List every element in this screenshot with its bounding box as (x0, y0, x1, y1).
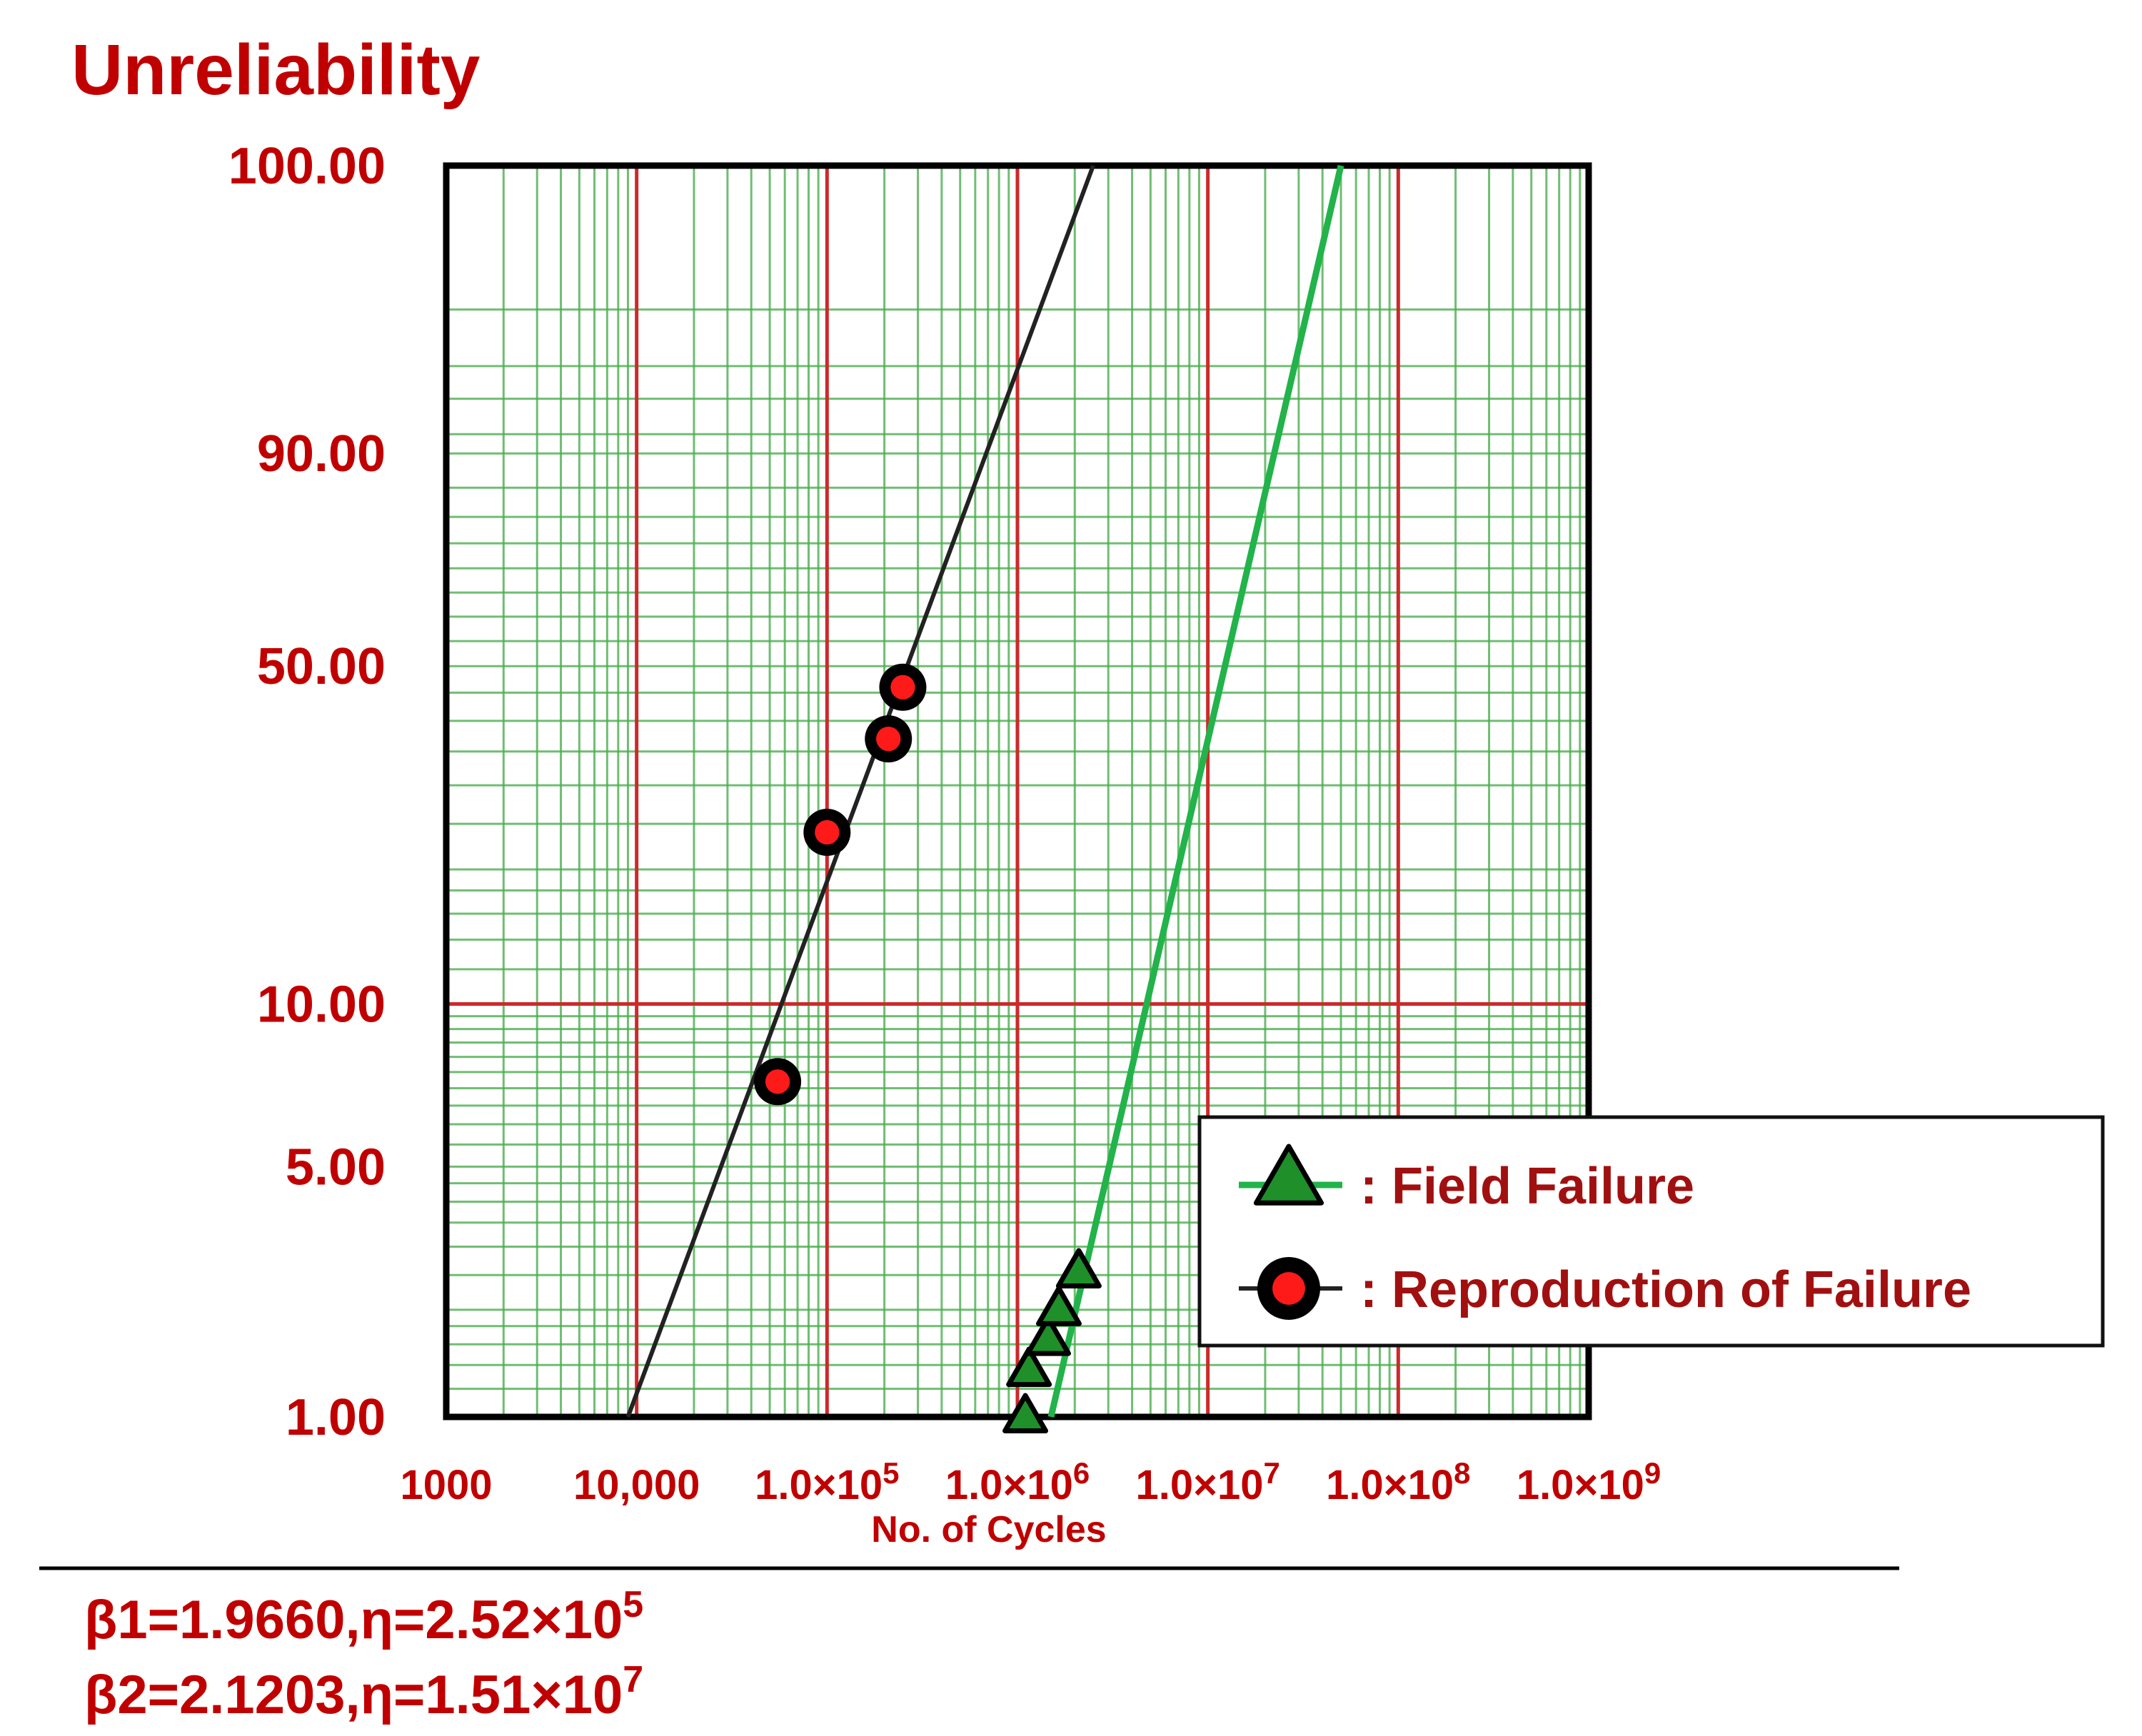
chart-title: Unreliability (71, 30, 481, 110)
fit-line-series-1 (625, 164, 1095, 1418)
fit-line-series-0 (1047, 164, 1344, 1418)
x-tick-label: 1000 (400, 1462, 492, 1508)
y-tick-label: 90.00 (257, 425, 386, 483)
data-point-circle (865, 715, 912, 763)
data-point-circle (803, 808, 851, 856)
data-point-triangle (1006, 1346, 1052, 1388)
legend-label: : Field Failure (1360, 1158, 1694, 1215)
data-point-circle (754, 1058, 802, 1106)
legend-label: : Reproduction of Failure (1360, 1261, 1971, 1318)
fit-lines (625, 164, 1344, 1418)
y-tick-label: 1.00 (286, 1389, 386, 1446)
y-tick-label: 5.00 (286, 1139, 386, 1196)
data-point-triangle (1035, 1286, 1082, 1326)
x-tick-labels: 1000 10,000 1.0×105 1.0×106 1.0×107 1.0×108 1.… (400, 1456, 1661, 1508)
legend-box (1197, 1115, 2105, 1348)
parameter-line: β2=2.1203,η=1.51×107 (84, 1659, 643, 1725)
parameters: β1=1.9660,η=2.52×105 β2=2.1203,η=1.51×107 (84, 1584, 643, 1725)
y-tick-label: 10.00 (257, 976, 386, 1034)
legend-triangle-icon (1253, 1144, 1324, 1206)
x-tick-label: 1.0×107 (1135, 1456, 1279, 1508)
data-point-triangle (1002, 1393, 1049, 1433)
y-tick-label: 100.00 (228, 138, 386, 195)
legend: : Field Failure : Reproduction of Failure (1197, 1115, 2105, 1348)
x-tick-label: 1.0×108 (1326, 1456, 1470, 1508)
x-tick-label: 1.0×109 (1517, 1456, 1661, 1508)
x-tick-label: 10,000 (573, 1462, 700, 1508)
legend-entry: : Field Failure (1239, 1144, 1694, 1215)
y-tick-labels: 100.00 90.00 50.00 10.00 5.00 1.00 (228, 138, 386, 1446)
legend-circle-icon (1257, 1257, 1320, 1320)
x-tick-label: 1.0×106 (945, 1456, 1090, 1508)
data-points (754, 663, 1102, 1433)
y-tick-label: 50.00 (257, 638, 386, 695)
legend-entry: : Reproduction of Failure (1239, 1257, 1971, 1320)
x-axis-label: No. of Cycles (871, 1509, 1106, 1550)
parameter-line: β1=1.9660,η=2.52×105 (84, 1584, 643, 1650)
data-point-circle (879, 663, 927, 711)
data-point-triangle (1055, 1248, 1102, 1288)
data-point-triangle (1025, 1316, 1072, 1356)
x-tick-label: 1.0×105 (755, 1456, 899, 1508)
